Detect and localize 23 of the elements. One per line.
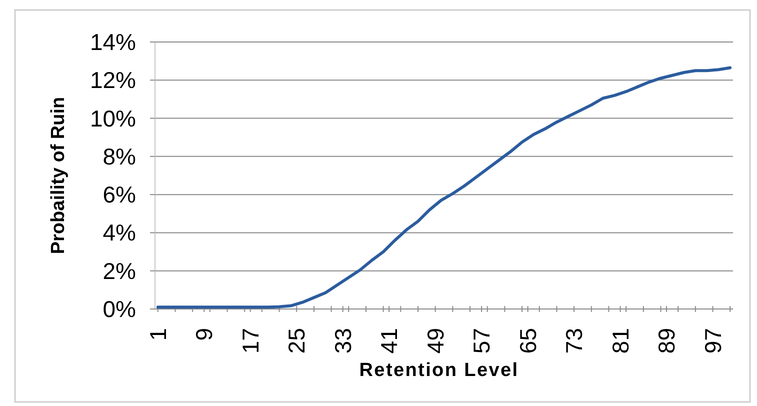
x-tick-label: 33 xyxy=(330,328,356,354)
y-tick-label: 2% xyxy=(102,258,136,284)
x-tick-label: 73 xyxy=(561,328,588,354)
y-tick-label: 6% xyxy=(102,182,136,208)
x-tick-label: 65 xyxy=(514,328,541,354)
y-tick-label: 0% xyxy=(102,296,136,322)
x-tick-label: 17 xyxy=(237,328,264,354)
x-tick-label: 49 xyxy=(422,328,448,354)
y-tick-label: 14% xyxy=(90,29,136,55)
x-tick-label: 89 xyxy=(654,328,680,354)
y-tick-label: 12% xyxy=(90,67,136,94)
x-tick-label: 97 xyxy=(700,328,726,354)
x-axis-title: Retention Level xyxy=(359,360,519,381)
y-tick-label: 8% xyxy=(102,143,136,170)
x-tick-label: 9 xyxy=(191,328,218,341)
x-tick-label: 25 xyxy=(284,328,310,354)
y-tick-label: 4% xyxy=(102,220,136,246)
y-axis-title: Probaility of Ruin xyxy=(48,96,69,254)
x-tick-label: 41 xyxy=(376,328,402,354)
x-tick-label: 1 xyxy=(144,328,171,341)
x-tick-label: 57 xyxy=(468,328,495,354)
y-tick-label: 10% xyxy=(90,105,136,132)
x-tick-label: 81 xyxy=(607,328,634,354)
